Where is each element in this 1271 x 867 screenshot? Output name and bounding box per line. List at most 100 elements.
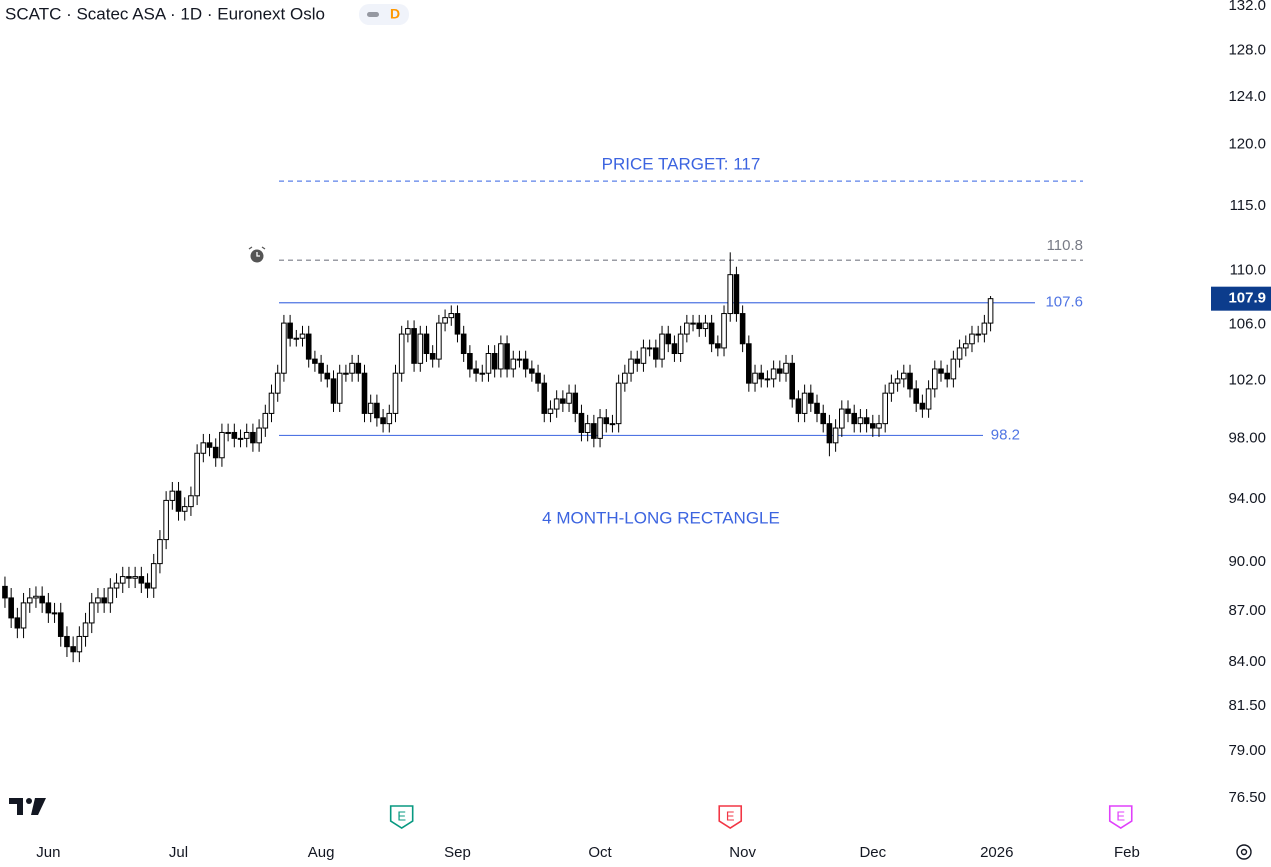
tradingview-logo xyxy=(9,798,46,815)
candle-body xyxy=(646,347,653,350)
y-tick-label: 84.00 xyxy=(1228,653,1266,670)
candle-body xyxy=(132,576,138,579)
candle-body xyxy=(454,313,461,335)
candle-body xyxy=(962,343,969,349)
candle-body xyxy=(2,585,8,599)
candle-body xyxy=(491,353,498,370)
candle-body xyxy=(212,446,219,459)
last-price-label: 107.9 xyxy=(1228,290,1266,307)
candle-body xyxy=(150,563,157,589)
candle-body xyxy=(677,333,684,355)
candle-body xyxy=(163,499,169,541)
candle-body xyxy=(566,392,572,404)
candle-body xyxy=(808,392,814,404)
candle-body xyxy=(789,362,796,400)
candle-body xyxy=(845,408,851,414)
candle-body xyxy=(479,372,486,375)
candle-body xyxy=(485,353,492,374)
candle-body xyxy=(442,317,448,324)
candle-body xyxy=(361,372,368,414)
candle-body xyxy=(57,612,64,637)
candle-body xyxy=(826,423,833,444)
candle-body xyxy=(702,322,709,330)
candle-body xyxy=(981,322,988,335)
candle-body xyxy=(931,368,938,390)
candle-body xyxy=(777,368,783,374)
candle-body xyxy=(429,353,436,360)
candle-body xyxy=(250,431,256,444)
candle-body xyxy=(219,431,225,459)
candle-body xyxy=(138,576,145,584)
candle-body xyxy=(752,372,758,384)
y-tick-label: 124.0 xyxy=(1228,88,1266,105)
candle-body xyxy=(591,423,597,439)
candle-body xyxy=(535,372,541,384)
candle-body xyxy=(504,343,510,370)
candle-body xyxy=(907,372,913,390)
x-tick-label: Aug xyxy=(308,844,335,861)
candle-body xyxy=(622,372,628,384)
candle-body xyxy=(175,490,182,512)
settings-hub[interactable] xyxy=(1240,848,1248,856)
candle-body xyxy=(144,582,151,589)
candle-body xyxy=(256,427,262,444)
candle-body xyxy=(436,322,442,360)
candle-body xyxy=(975,333,981,336)
candle-body xyxy=(95,597,101,604)
x-tick-label: Nov xyxy=(729,844,756,861)
settings-icon[interactable] xyxy=(1236,844,1252,860)
candle-body xyxy=(876,423,882,429)
candle-body xyxy=(460,333,467,355)
candle-body xyxy=(919,402,926,410)
candle-body xyxy=(541,382,548,414)
candle-body xyxy=(739,313,746,345)
badge-pill xyxy=(367,12,379,17)
x-tick-label: Oct xyxy=(588,844,612,861)
candle-body xyxy=(832,427,839,444)
y-tick-label: 132.0 xyxy=(1228,0,1266,14)
candle-body xyxy=(770,368,777,380)
candle-body xyxy=(374,402,380,419)
candle-body xyxy=(181,506,188,512)
candle-body xyxy=(107,587,114,604)
candle-body xyxy=(318,362,324,374)
candle-body xyxy=(609,423,616,426)
candle-body xyxy=(814,402,820,414)
y-tick-label: 87.00 xyxy=(1228,602,1266,619)
y-tick-label: 110.0 xyxy=(1230,262,1266,279)
candle-body xyxy=(293,337,300,340)
candle-body xyxy=(126,576,132,579)
candle-body xyxy=(324,372,331,380)
candle-body xyxy=(274,372,281,394)
candle-body xyxy=(70,646,76,653)
badge-background xyxy=(359,4,409,25)
candle-body xyxy=(417,333,424,364)
candle-body xyxy=(392,372,399,414)
candle-body xyxy=(398,333,405,374)
interval-badge: D xyxy=(359,4,409,25)
candle-body xyxy=(349,362,355,374)
candle-body xyxy=(206,442,213,448)
y-tick-label: 81.50 xyxy=(1228,697,1266,714)
candle-body xyxy=(715,343,721,349)
candle-body xyxy=(237,437,244,440)
badge-text: D xyxy=(390,6,400,22)
candle-body xyxy=(411,328,417,364)
event-badge xyxy=(1108,805,1133,829)
candle-body xyxy=(88,602,95,624)
candle-body xyxy=(758,372,765,380)
candle-body xyxy=(659,333,665,360)
settings-ring[interactable] xyxy=(1236,844,1252,860)
candle-body xyxy=(839,408,845,429)
candle-body xyxy=(262,412,269,429)
candle-body xyxy=(863,417,870,425)
candle-body xyxy=(764,378,771,381)
chart-title: SCATC · Scatec ASA · 1D · Euronext Oslo xyxy=(5,4,325,23)
candle-body xyxy=(330,378,337,404)
candle-body xyxy=(634,358,641,364)
candle-body xyxy=(355,362,362,374)
candle-body xyxy=(467,353,473,370)
y-tick-label: 120.0 xyxy=(1228,135,1266,152)
x-tick-label: Sep xyxy=(444,844,471,861)
